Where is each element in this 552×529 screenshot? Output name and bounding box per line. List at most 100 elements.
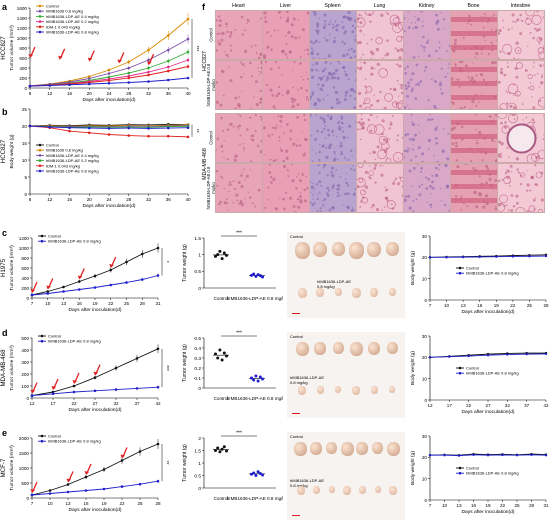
legend-label: IDM-1 0.043 mg/kg [46,163,80,168]
dosing-arrow-head [87,57,93,62]
x-tick-label: 19 [101,501,107,506]
histology-image-spleen [309,60,357,110]
chart-d-body-weight: 0 10 20 30 12 17 22 27 32 37 42 Days after inoculat… [410,334,549,415]
data-point [186,135,190,139]
data-point [218,348,222,352]
histology-image-bone [450,113,498,163]
data-point [68,126,71,129]
data-point [68,129,71,133]
dosing-arrow [79,268,85,278]
row-label: Control [208,27,214,42]
panel-letter-e: e [2,428,8,438]
data-point [28,124,32,128]
tumor-specimen [370,288,378,297]
tissue-header: Heart [232,3,245,9]
x-tick-label: 16 [77,301,83,306]
histology-image-bone [450,60,498,110]
legend-label: hIMB1636 0.8 mg/kg [46,148,83,153]
tissue-texture [216,114,262,162]
histology-image-heart [215,60,263,110]
y-tick-label: 0 [26,496,29,501]
data-point [256,470,260,474]
data-point [501,453,504,457]
data-point [486,354,490,357]
y-tick-label: 10 [422,476,428,481]
data-point [544,352,548,356]
y-tick-label: 0 [198,286,201,292]
data-point [254,474,258,477]
data-point [147,134,150,138]
x-tick-label: 20 [87,197,93,202]
histology-image-intestine [497,10,545,60]
tumor-specimen [358,486,366,494]
data-point [254,374,258,378]
legend-marker [38,169,42,173]
chart-d-tumor-volume: 0 100 200 300 400 500 12 17 22 27 32 37 42 Days after… [0,334,169,414]
tissue-texture [263,11,309,59]
x-tick-label: 40 [185,91,191,96]
dosing-arrow-head [58,55,63,60]
significance-marker: *** [193,46,199,52]
x-category-label: Control [214,296,229,301]
tissue-texture [263,114,308,162]
legend-marker [38,143,42,147]
y-tick-label: 100 [21,384,29,389]
tissue-texture [498,114,544,162]
chart-b-body-weight: 0 5 10 15 20 25 8 12 16 20 24 28 32 36 40 Days after in… [0,107,199,209]
y-tick-label: 20 [422,455,428,460]
y-tick-label: 500 [21,481,29,486]
data-point [216,253,220,257]
y-tick-label: 0 [198,386,201,392]
y-tick-label: 1200 [17,26,28,31]
model-label: MCF-7 [0,458,7,477]
dosing-arrow-head [84,471,89,475]
y-tick-label: 0.2 [194,366,201,372]
x-tick-label: 20 [87,91,93,96]
x-tick-label: 32 [146,91,152,96]
data-point [525,352,528,356]
tumor-specimen [335,386,341,393]
x-axis-label: Days after inoculation(d) [461,509,514,515]
data-point [186,126,190,129]
row-label: Control [208,130,214,145]
tumor-specimen [385,242,399,257]
tissue-header: Spleen [324,3,341,9]
legend-label: Control [466,366,479,371]
legend-marker [458,471,462,475]
chart-a-tumor-volume: 0 200 400 600 800 1000 1200 1400 1600 8 12 16 20 24 28… [0,4,199,104]
x-tick-label: 36 [166,197,172,202]
data-point [87,131,91,135]
model-label: MDA-MB-468 [0,349,7,387]
tumor-specimen [312,486,320,494]
x-tick-label: 16 [471,503,477,508]
data-point [254,274,258,278]
dosing-arrow [53,378,59,389]
dosing-arrow [95,364,101,374]
tissue-texture [310,11,356,59]
tissue-texture [357,164,403,212]
x-tick-label: 27 [92,401,98,406]
data-point [515,454,519,457]
tissue-texture [404,114,450,162]
y-tick-label: 300 [21,360,29,365]
tumor-photo-c: Control hIMB1636-LDP-AE 0.8 mg/kg [287,232,405,318]
y-tick-label: 200 [21,372,29,377]
tumor-specimen [295,342,309,357]
x-tick-label: 24 [106,91,112,96]
y-tick-label: 800 [19,46,27,51]
tissue-texture [404,62,450,109]
model-label: HCC827 [0,36,7,60]
dosing-arrow [68,471,74,481]
x-tick-label: 28 [140,301,146,306]
tumor-specimen [313,242,327,258]
y-tick-label: 0 [24,86,27,91]
legend-marker [38,9,42,13]
data-point [261,473,264,477]
y-axis-label: Body weight (g) [410,451,416,485]
x-tick-label: 10 [442,503,448,508]
data-point [87,126,91,130]
tumor-specimen [370,386,378,394]
histology-image-liver [262,60,310,110]
y-tick-label: 10 [422,276,428,281]
tumor-specimen [352,386,360,395]
